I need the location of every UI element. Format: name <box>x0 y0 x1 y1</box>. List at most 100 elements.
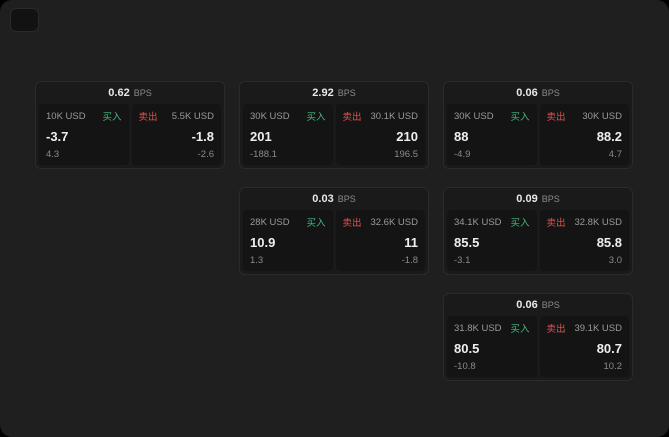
sell-panel-top: 卖出 32.8K USD <box>546 215 623 230</box>
buy-panel-top: 30K USD 买入 <box>454 109 530 124</box>
buy-panel[interactable]: 34.1K USD 买入 85.5 -3.1 <box>447 210 537 271</box>
card-header: 0.06 BPS <box>444 82 632 104</box>
buy-value: 10.9 <box>250 234 276 250</box>
buy-sub-value: -188.1 <box>250 149 277 160</box>
sell-sub-value: -1.8 <box>401 255 418 266</box>
card-panels: 10K USD 买入 -3.7 4.3 卖出 5.5K USD -1.8 -2.… <box>36 104 224 168</box>
buy-panel[interactable]: 31.8K USD 买入 80.5 -10.8 <box>447 316 537 377</box>
buy-panel-top: 30K USD 买入 <box>250 109 326 124</box>
sell-panel-top: 卖出 32.6K USD <box>342 215 419 230</box>
buy-tag: 买入 <box>306 218 326 229</box>
sell-tag: 卖出 <box>546 112 566 123</box>
card-header: 0.03 BPS <box>240 188 428 210</box>
sell-panel-top: 卖出 39.1K USD <box>546 321 623 336</box>
sell-value: 210 <box>396 128 418 144</box>
sell-panel[interactable]: 卖出 32.6K USD 11 -1.8 <box>335 210 425 271</box>
sell-amount: 30.1K USD <box>370 110 418 122</box>
buy-amount: 34.1K USD <box>454 216 502 228</box>
quote-card: 2.92 BPS 30K USD 买入 201 -188.1 卖出 30.1K … <box>239 81 429 169</box>
sell-value: 88.2 <box>596 128 622 144</box>
sell-panel[interactable]: 卖出 30.1K USD 210 196.5 <box>335 104 425 165</box>
buy-amount: 10K USD <box>46 110 86 122</box>
sell-panel-top: 卖出 30.1K USD <box>342 109 419 124</box>
sell-sub-value: -2.6 <box>197 149 214 160</box>
sell-amount: 39.1K USD <box>574 322 622 334</box>
buy-amount: 30K USD <box>250 110 290 122</box>
card-header: 0.09 BPS <box>444 188 632 210</box>
buy-sub-value: 1.3 <box>250 255 264 266</box>
buy-amount: 28K USD <box>250 216 290 228</box>
sell-panel[interactable]: 卖出 30K USD 88.2 4.7 <box>539 104 629 165</box>
buy-amount: 30K USD <box>454 110 494 122</box>
buy-value: 80.5 <box>454 340 480 356</box>
card-panels: 34.1K USD 买入 85.5 -3.1 卖出 32.8K USD 85.8… <box>444 210 632 274</box>
sell-tag: 卖出 <box>546 218 566 229</box>
sell-sub-value: 4.7 <box>608 149 622 160</box>
bps-suffix-label: BPS <box>541 300 560 310</box>
quote-card: 0.62 BPS 10K USD 买入 -3.7 4.3 卖出 5.5K USD… <box>35 81 225 169</box>
card-panels: 30K USD 买入 88 -4.9 卖出 30K USD 88.2 4.7 <box>444 104 632 168</box>
buy-tag: 买入 <box>306 112 326 123</box>
bps-suffix-label: BPS <box>541 194 560 204</box>
sell-panel[interactable]: 卖出 32.8K USD 85.8 3.0 <box>539 210 629 271</box>
card-panels: 30K USD 买入 201 -188.1 卖出 30.1K USD 210 1… <box>240 104 428 168</box>
buy-panel-top: 10K USD 买入 <box>46 109 122 124</box>
sell-tag: 卖出 <box>546 324 566 335</box>
bps-suffix-label: BPS <box>541 88 560 98</box>
card-header: 0.62 BPS <box>36 82 224 104</box>
sell-amount: 32.6K USD <box>370 216 418 228</box>
buy-tag: 买入 <box>510 324 530 335</box>
card-header: 0.06 BPS <box>444 294 632 316</box>
buy-sub-value: 4.3 <box>46 149 60 160</box>
buy-value: 88 <box>454 128 469 144</box>
card-panels: 31.8K USD 买入 80.5 -10.8 卖出 39.1K USD 80.… <box>444 316 632 380</box>
buy-panel-top: 28K USD 买入 <box>250 215 326 230</box>
sell-value: 11 <box>404 234 418 250</box>
card-panels: 28K USD 买入 10.9 1.3 卖出 32.6K USD 11 -1.8 <box>240 210 428 274</box>
sell-tag: 卖出 <box>342 218 362 229</box>
buy-tag: 买入 <box>510 112 530 123</box>
sell-value: 85.8 <box>596 234 622 250</box>
sell-sub-value: 3.0 <box>608 255 622 266</box>
sell-amount: 32.8K USD <box>574 216 622 228</box>
sell-tag: 卖出 <box>138 112 158 123</box>
buy-sub-value: -10.8 <box>454 361 476 372</box>
buy-panel-top: 34.1K USD 买入 <box>454 215 530 230</box>
menu-button[interactable] <box>10 8 39 32</box>
quote-card: 0.09 BPS 34.1K USD 买入 85.5 -3.1 卖出 32.8K… <box>443 187 633 275</box>
buy-tag: 买入 <box>510 218 530 229</box>
buy-amount: 31.8K USD <box>454 322 502 334</box>
quote-card: 0.03 BPS 28K USD 买入 10.9 1.3 卖出 32.6K US… <box>239 187 429 275</box>
buy-value: -3.7 <box>46 128 69 144</box>
bps-value: 0.62 <box>108 87 130 99</box>
sell-panel-top: 卖出 30K USD <box>546 109 623 124</box>
buy-panel[interactable]: 10K USD 买入 -3.7 4.3 <box>39 104 129 165</box>
quote-card: 0.06 BPS 31.8K USD 买入 80.5 -10.8 卖出 39.1… <box>443 293 633 381</box>
buy-panel-top: 31.8K USD 买入 <box>454 321 530 336</box>
sell-sub-value: 10.2 <box>603 361 623 372</box>
bps-value: 2.92 <box>312 87 334 99</box>
buy-sub-value: -4.9 <box>454 149 471 160</box>
buy-sub-value: -3.1 <box>454 255 471 266</box>
sell-amount: 5.5K USD <box>171 110 214 122</box>
sell-value: 80.7 <box>596 340 622 356</box>
buy-panel[interactable]: 30K USD 买入 88 -4.9 <box>447 104 537 165</box>
buy-value: 201 <box>250 128 272 144</box>
sell-value: -1.8 <box>191 128 214 144</box>
bps-value: 0.03 <box>312 193 334 205</box>
buy-panel[interactable]: 28K USD 买入 10.9 1.3 <box>243 210 333 271</box>
cards-grid: 0.62 BPS 10K USD 买入 -3.7 4.3 卖出 5.5K USD… <box>35 81 633 381</box>
buy-panel[interactable]: 30K USD 买入 201 -188.1 <box>243 104 333 165</box>
sell-tag: 卖出 <box>342 112 362 123</box>
sell-panel[interactable]: 卖出 39.1K USD 80.7 10.2 <box>539 316 629 377</box>
bps-suffix-label: BPS <box>337 88 356 98</box>
card-header: 2.92 BPS <box>240 82 428 104</box>
quote-card: 0.06 BPS 30K USD 买入 88 -4.9 卖出 30K USD 8… <box>443 81 633 169</box>
bps-suffix-label: BPS <box>337 194 356 204</box>
buy-tag: 买入 <box>102 112 122 123</box>
bps-value: 0.06 <box>516 299 538 311</box>
sell-panel-top: 卖出 5.5K USD <box>138 109 215 124</box>
sell-panel[interactable]: 卖出 5.5K USD -1.8 -2.6 <box>131 104 221 165</box>
sell-amount: 30K USD <box>582 110 622 122</box>
bps-value: 0.06 <box>516 87 538 99</box>
